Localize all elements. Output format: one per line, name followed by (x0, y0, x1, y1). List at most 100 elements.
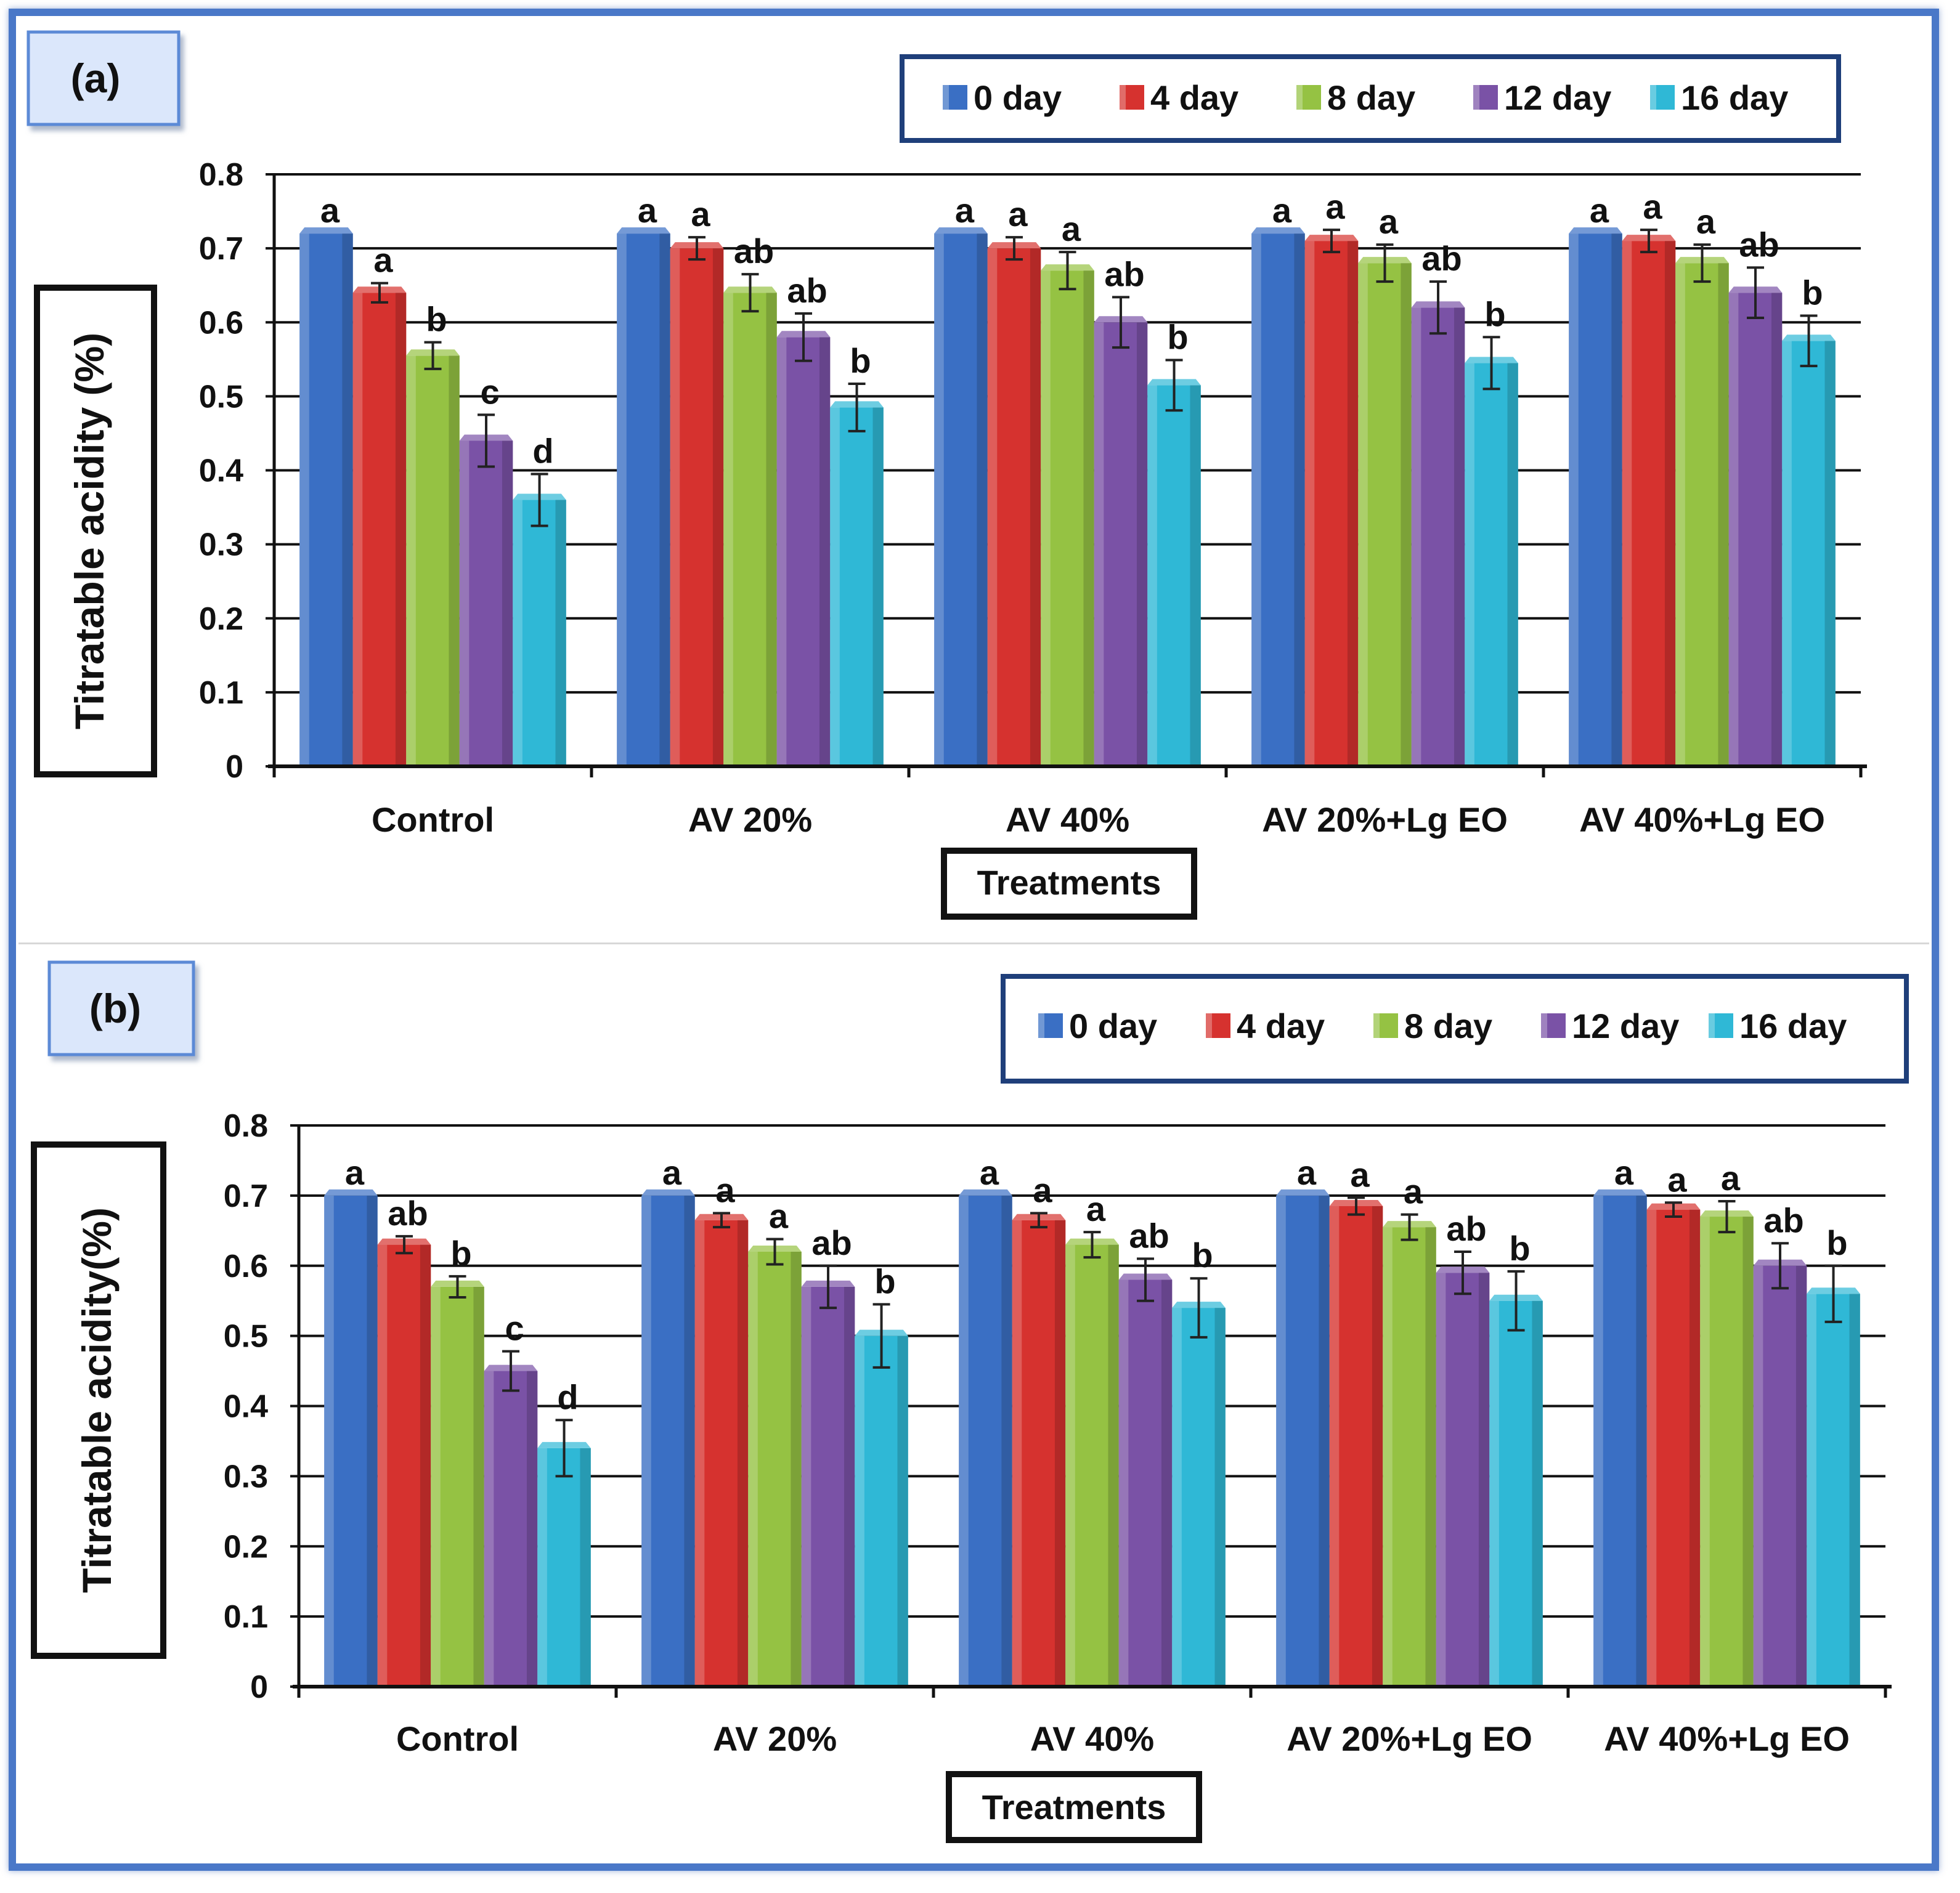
legend-label: 4 day (1150, 78, 1238, 117)
bar-shade (1190, 385, 1201, 766)
bar (776, 331, 831, 766)
bar-shade (1718, 263, 1729, 766)
bar-shade (1532, 1300, 1543, 1687)
bar-shade (1054, 1220, 1066, 1687)
legend-label: 16 day (1681, 78, 1788, 117)
y-tick-label: 0 (226, 749, 243, 785)
bar-highlight (1094, 322, 1104, 766)
significance-letter: a (769, 1196, 789, 1235)
legend-label: 4 day (1237, 1007, 1325, 1045)
bar (830, 401, 884, 766)
bar-highlight (1411, 307, 1421, 767)
significance-letter: ab (1763, 1201, 1803, 1239)
significance-letter: a (1379, 202, 1399, 241)
significance-letter: a (345, 1153, 365, 1192)
bar (324, 1189, 378, 1687)
bar-shade (1664, 241, 1676, 766)
y-tick-label: 0.1 (224, 1599, 268, 1635)
bar-shade (1742, 1217, 1754, 1687)
significance-letter: a (373, 241, 393, 280)
significance-letter: a (691, 195, 710, 233)
legend-item: 16 day (1650, 78, 1788, 117)
x-tick-label: AV 20%+Lg EO (1287, 1719, 1532, 1758)
significance-letter: a (1696, 202, 1716, 241)
panel-label: (a) (71, 55, 121, 101)
y-axis-title: Titratable acidity (%) (67, 333, 112, 729)
bar-shade (342, 233, 353, 767)
significance-letter: b (1484, 294, 1505, 333)
bar-highlight (1304, 241, 1315, 766)
legend-label: 0 day (974, 78, 1062, 117)
x-tick-label: AV 40% (1006, 800, 1129, 839)
bar (617, 227, 670, 767)
legend-item: 0 day (943, 78, 1062, 117)
bar-shade (1478, 1273, 1490, 1687)
bar-highlight (694, 1220, 705, 1687)
bar-highlight (459, 440, 470, 766)
significance-letter: ab (388, 1194, 428, 1233)
bar-shade (684, 1195, 695, 1687)
bar-highlight (670, 248, 680, 766)
y-tick-label: 0.4 (199, 453, 243, 489)
significance-letter: b (850, 341, 871, 380)
bar-shade (659, 233, 670, 767)
x-axis-title: Treatments (982, 1788, 1166, 1826)
bar-shade (819, 337, 831, 766)
bar-top (1276, 1189, 1330, 1196)
bar (377, 1238, 431, 1687)
bar-shade (1136, 322, 1148, 766)
significance-letter: a (320, 191, 340, 230)
significance-letter: a (980, 1153, 999, 1192)
legend-swatch-highlight (943, 85, 949, 110)
bar (1251, 227, 1305, 767)
bar (1118, 1273, 1173, 1687)
bar-highlight (801, 1286, 811, 1687)
legend-item: 4 day (1206, 1007, 1325, 1045)
significance-letter: a (1721, 1159, 1741, 1198)
y-tick-label: 0.3 (224, 1459, 268, 1494)
bar-shade (555, 500, 566, 766)
bar (1411, 301, 1465, 767)
bar (1700, 1210, 1754, 1687)
bar-shade (1108, 1244, 1119, 1687)
bar-shade (526, 1371, 538, 1687)
bar-highlight (1358, 263, 1368, 766)
bar (934, 227, 988, 767)
bar-highlight (324, 1195, 334, 1687)
bar-highlight (352, 293, 363, 766)
bar-highlight (1065, 1244, 1075, 1687)
bar-highlight (1593, 1195, 1603, 1687)
bar-shade (897, 1336, 908, 1687)
significance-letter: d (557, 1377, 578, 1416)
bar-highlight (1728, 293, 1739, 766)
bar-highlight (406, 355, 416, 766)
bar-shade (1454, 307, 1465, 767)
legend-label: 12 day (1504, 78, 1611, 117)
bar (801, 1280, 855, 1687)
bar-highlight (1276, 1195, 1286, 1687)
bar (1276, 1189, 1330, 1687)
panel-label-box (47, 960, 195, 1056)
bar (1304, 235, 1359, 766)
bar-highlight (987, 248, 998, 766)
legend-label: 0 day (1069, 1007, 1157, 1045)
significance-letter: b (874, 1262, 895, 1300)
bar-highlight (537, 1448, 547, 1687)
bar-shade (395, 293, 407, 766)
bar-highlight (1012, 1220, 1022, 1687)
significance-letter: b (1802, 273, 1823, 312)
bar-top (617, 227, 670, 234)
x-tick-label: AV 20% (688, 800, 812, 839)
bar-shade (580, 1448, 591, 1687)
bar (1383, 1221, 1436, 1687)
bar-highlight (723, 293, 733, 766)
bar-highlight (1172, 1308, 1182, 1687)
bar-highlight (1646, 1209, 1657, 1687)
bar-top (299, 227, 353, 234)
y-axis-title: Titratable acidity(%) (74, 1207, 120, 1593)
panel-label: (b) (89, 986, 141, 1031)
bar-highlight (748, 1251, 758, 1687)
bar (537, 1441, 591, 1687)
bar (1436, 1267, 1490, 1687)
